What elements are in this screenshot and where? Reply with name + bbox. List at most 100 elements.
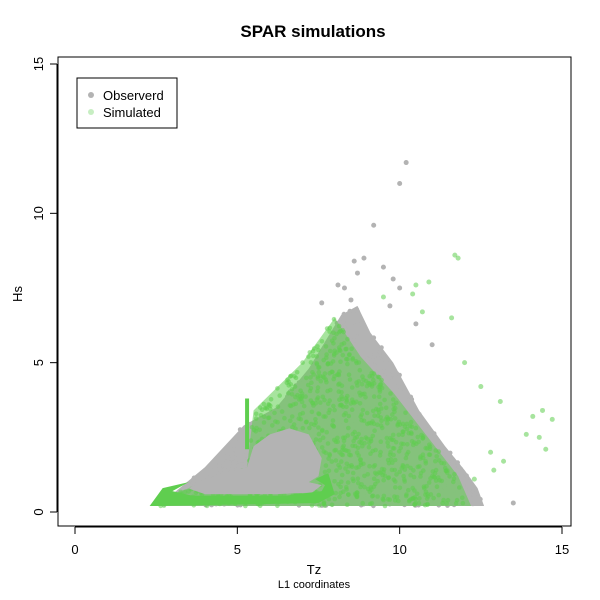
simulated-point xyxy=(420,455,426,461)
observed-point xyxy=(232,459,238,465)
simulated-point xyxy=(340,352,346,358)
simulated-point xyxy=(378,449,383,455)
observed-point xyxy=(211,459,217,465)
simulated-point xyxy=(273,419,278,424)
observed-point xyxy=(244,452,249,458)
simulated-point xyxy=(356,379,362,384)
observed-point xyxy=(443,450,449,456)
simulated-point xyxy=(402,424,408,430)
observed-point xyxy=(241,438,246,443)
simulated-point xyxy=(392,409,397,415)
simulated-point xyxy=(358,393,363,398)
simulated-point xyxy=(339,390,344,395)
simulated-point xyxy=(355,445,361,451)
observed-point xyxy=(467,485,473,491)
simulated-point xyxy=(384,414,390,420)
simulated-point xyxy=(404,492,409,497)
simulated-point xyxy=(400,464,406,469)
simulated-point xyxy=(387,497,393,503)
simulated-point xyxy=(460,500,466,506)
observed-point xyxy=(397,180,403,186)
simulated-point xyxy=(300,425,306,431)
observed-point xyxy=(376,357,381,363)
simulated-point xyxy=(275,404,281,410)
simulated-point xyxy=(319,339,325,344)
observed-point xyxy=(190,477,196,482)
simulated-point xyxy=(386,475,391,481)
observed-point xyxy=(459,476,465,481)
simulated-point xyxy=(381,469,386,475)
simulated-point xyxy=(343,466,348,471)
simulated-point xyxy=(416,439,421,445)
simulated-point xyxy=(326,468,332,474)
simulated-point xyxy=(346,352,352,358)
observed-point xyxy=(379,345,384,350)
simulated-point xyxy=(460,495,465,501)
observed-point xyxy=(428,432,434,438)
simulated-point xyxy=(331,341,336,346)
simulated-point xyxy=(393,485,398,490)
simulated-point xyxy=(478,384,484,390)
simulated-point xyxy=(318,378,324,384)
observed-point xyxy=(456,463,461,469)
simulated-point xyxy=(530,413,536,419)
simulated-point xyxy=(319,445,325,450)
simulated-point xyxy=(333,447,339,453)
simulated-point xyxy=(412,495,418,500)
simulated-point xyxy=(265,415,271,421)
observed-point xyxy=(351,312,357,318)
simulated-point xyxy=(339,342,345,347)
observed-point xyxy=(242,448,248,454)
simulated-point xyxy=(383,405,389,411)
simulated-point xyxy=(361,418,367,424)
simulated-point xyxy=(378,423,384,428)
observed-point xyxy=(368,352,373,358)
simulated-point xyxy=(339,452,344,457)
simulated-point xyxy=(332,479,337,484)
simulated-point xyxy=(356,360,362,365)
simulated-point xyxy=(327,329,332,334)
simulated-point xyxy=(370,419,375,424)
simulated-point xyxy=(404,463,410,469)
simulated-point xyxy=(378,439,384,445)
simulated-point xyxy=(315,389,320,394)
observed-point xyxy=(347,308,353,314)
simulated-point xyxy=(419,309,425,315)
observed-point xyxy=(371,335,377,341)
simulated-point xyxy=(291,422,297,427)
simulated-point xyxy=(320,427,325,433)
observed-point xyxy=(467,491,472,497)
simulated-point xyxy=(308,421,314,427)
simulated-point xyxy=(304,375,309,381)
simulated-point xyxy=(311,372,316,377)
simulated-point xyxy=(321,501,327,506)
observed-point xyxy=(397,372,402,378)
observed-point xyxy=(372,363,377,368)
simulated-point xyxy=(346,449,351,454)
simulated-point xyxy=(388,449,393,455)
inner-band-group xyxy=(149,398,335,507)
simulated-point xyxy=(440,500,445,506)
simulated-point xyxy=(372,470,378,476)
x-tick-label: 5 xyxy=(234,542,241,557)
simulated-point xyxy=(330,418,336,423)
simulated-point xyxy=(396,498,401,504)
simulated-point xyxy=(366,444,372,450)
simulated-point xyxy=(379,377,384,383)
simulated-point xyxy=(462,360,468,366)
simulated-point xyxy=(349,346,354,352)
simulated-point xyxy=(336,371,341,377)
simulated-point xyxy=(449,315,455,321)
observed-point xyxy=(225,464,231,470)
observed-point xyxy=(390,276,396,282)
simulated-point xyxy=(426,279,432,285)
simulated-point xyxy=(316,431,322,437)
simulated-point xyxy=(433,458,438,464)
observed-point xyxy=(341,311,347,317)
simulated-point xyxy=(326,496,332,502)
simulated-point xyxy=(320,435,326,441)
simulated-point xyxy=(182,489,188,495)
simulated-point xyxy=(336,323,342,329)
simulated-point xyxy=(280,426,286,431)
simulated-point xyxy=(431,495,436,501)
